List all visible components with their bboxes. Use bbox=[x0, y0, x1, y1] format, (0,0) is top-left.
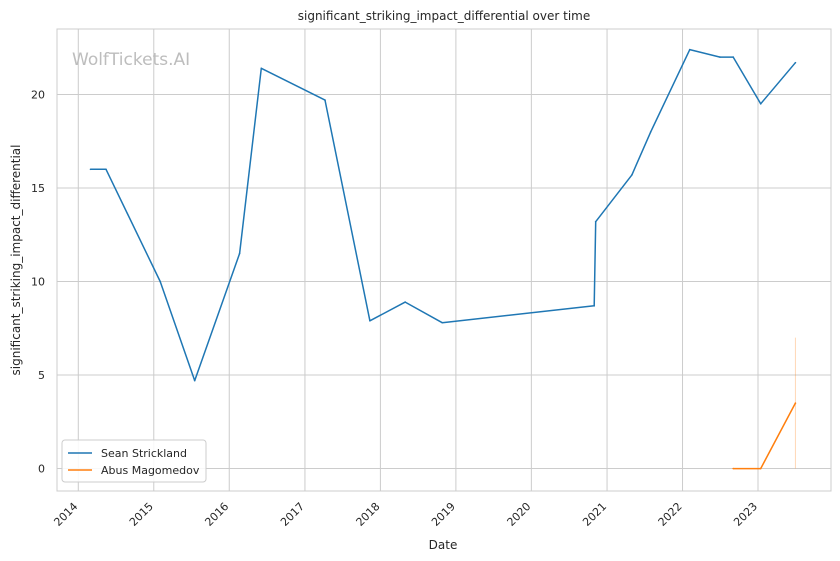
data-point-sean-strickland bbox=[732, 56, 734, 58]
data-point-sean-strickland bbox=[89, 168, 92, 171]
legend-box bbox=[61, 439, 207, 483]
x-tick-label: 2017 bbox=[278, 500, 307, 529]
data-point-sean-strickland bbox=[105, 168, 107, 171]
data-point-sean-strickland bbox=[688, 48, 691, 51]
x-axis-ticks: 2014 2015 2016 2017 2018 2019 2020 2021 2022 2023 bbox=[51, 500, 760, 529]
plot-area bbox=[56, 28, 832, 492]
chart-title: significant_striking_impact_differential… bbox=[298, 9, 590, 23]
y-tick-label: 10 bbox=[31, 276, 45, 289]
legend: Sean Strickland Abus Magomedov bbox=[61, 439, 207, 483]
data-point-sean-strickland bbox=[649, 131, 652, 133]
x-tick-label: 2022 bbox=[656, 500, 685, 529]
x-tick-label: 2018 bbox=[354, 500, 383, 529]
data-point-sean-strickland bbox=[719, 56, 721, 58]
x-axis-label: Date bbox=[429, 538, 458, 552]
data-point-abus-magomedov bbox=[794, 402, 797, 404]
data-point-sean-strickland bbox=[193, 379, 196, 382]
data-point-sean-strickland bbox=[593, 305, 596, 307]
y-axis-ticks: 0 5 10 15 20 bbox=[31, 88, 45, 475]
data-point-sean-strickland bbox=[260, 67, 263, 70]
data-point-sean-strickland bbox=[369, 319, 371, 322]
x-tick-label: 2019 bbox=[429, 500, 458, 529]
y-tick-label: 20 bbox=[31, 88, 45, 101]
y-axis-label: significant_striking_impact_differential bbox=[9, 145, 23, 376]
x-tick-label: 2014 bbox=[51, 500, 80, 529]
data-point-abus-magomedov bbox=[759, 467, 762, 470]
x-tick-label: 2016 bbox=[202, 500, 231, 529]
x-tick-label: 2020 bbox=[504, 500, 533, 529]
data-point-sean-strickland bbox=[324, 99, 326, 101]
data-point-sean-strickland bbox=[631, 174, 633, 176]
legend-label-sean-strickland: Sean Strickland bbox=[101, 447, 187, 460]
data-point-sean-strickland bbox=[238, 252, 241, 255]
y-tick-label: 5 bbox=[38, 369, 45, 382]
data-point-sean-strickland bbox=[759, 103, 762, 105]
y-tick-label: 15 bbox=[31, 182, 45, 195]
x-tick-label: 2015 bbox=[127, 500, 156, 529]
y-tick-label: 0 bbox=[38, 463, 45, 476]
data-point-sean-strickland bbox=[794, 61, 797, 64]
x-tick-label: 2023 bbox=[731, 500, 760, 529]
legend-label-abus-magomedov: Abus Magomedov bbox=[101, 464, 200, 477]
data-point-sean-strickland bbox=[594, 220, 597, 223]
watermark: WolfTickets.AI bbox=[72, 50, 190, 70]
data-point-sean-strickland bbox=[441, 321, 444, 324]
series-layer bbox=[89, 48, 797, 470]
x-tick-label: 2021 bbox=[580, 500, 609, 529]
data-point-sean-strickland bbox=[404, 301, 407, 303]
data-point-abus-magomedov bbox=[732, 467, 734, 470]
data-point-sean-strickland bbox=[159, 280, 161, 283]
